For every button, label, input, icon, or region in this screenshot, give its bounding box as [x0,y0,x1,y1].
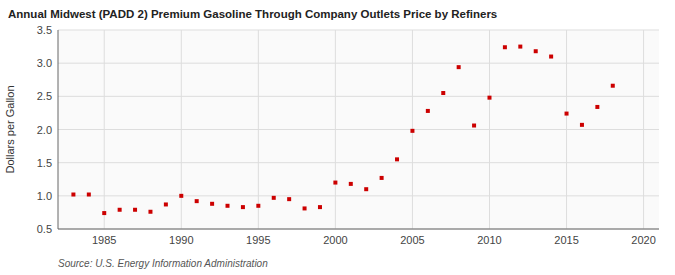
point [472,124,476,128]
point [272,196,276,200]
x-axis-line [58,229,659,230]
ticks: 0.5 1.0 1.5 2.0 2.5 3.0 3.5 1985 1990 1995 2000 200… [37,24,656,246]
point [102,211,106,215]
title: Annual Midwest (PADD 2) Premium Gasoline… [8,8,497,20]
point [241,205,245,209]
y-tick-label: 1.5 [37,157,52,169]
y-grid-line [58,229,659,230]
y-axis-label: Dollars per Gallon [4,85,16,173]
x-grid-line [489,30,490,229]
point [210,202,214,206]
x-grid-line [335,30,336,229]
y-grid-line [58,129,659,130]
point [611,84,615,88]
point [534,49,538,53]
point [287,197,291,201]
point [518,45,522,49]
background [0,0,675,275]
y-tick-label: 2.5 [37,90,52,102]
plot-area [58,30,659,229]
x-tick-label: 2010 [477,234,501,246]
x-tick-label: 1985 [92,234,116,246]
point [441,91,445,95]
point [164,202,168,206]
y-tick-label: 1.0 [37,190,52,202]
point [148,210,152,214]
y-grid-line [58,195,659,196]
x-tick-label: 2005 [400,234,424,246]
x-tick-label: 1995 [246,234,270,246]
y-axis-line [58,30,59,229]
y-tick-label: 3.5 [37,24,52,36]
point [487,96,491,100]
grid [58,30,659,229]
x-tick-label: 2000 [323,234,347,246]
chart: 0.5 1.0 1.5 2.0 2.5 3.0 3.5 1985 1990 1995 2000 200… [0,0,675,275]
y-grid-line [58,96,659,97]
point [195,199,199,203]
x-grid-line [181,30,182,229]
source: Source: U.S. Energy Information Administ… [58,258,268,269]
points [71,45,614,215]
x-grid-line [258,30,259,229]
y-grid-line [58,30,659,31]
point [580,123,584,127]
point [426,109,430,113]
point [595,105,599,109]
point [87,193,91,197]
point [503,45,507,49]
y-grid-line [58,162,659,163]
point [179,194,183,198]
point [395,157,399,161]
point [457,65,461,69]
point [303,206,307,210]
y-grid-line [58,63,659,64]
x-tick-label: 2020 [631,234,655,246]
point [256,204,260,208]
point [364,187,368,191]
x-grid-line [643,30,644,229]
point [333,181,337,185]
point [133,208,137,212]
point [118,208,122,212]
point [565,112,569,116]
point [410,129,414,133]
x-grid-line [566,30,567,229]
x-grid-line [104,30,105,229]
y-tick-label: 0.5 [37,223,52,235]
point [226,204,230,208]
point [349,182,353,186]
x-tick-label: 1990 [169,234,193,246]
point [549,55,553,59]
point [380,176,384,180]
y-tick-label: 2.0 [37,124,52,136]
point [318,205,322,209]
point [71,193,75,197]
y-tick-label: 3.0 [37,57,52,69]
x-tick-label: 2015 [554,234,578,246]
